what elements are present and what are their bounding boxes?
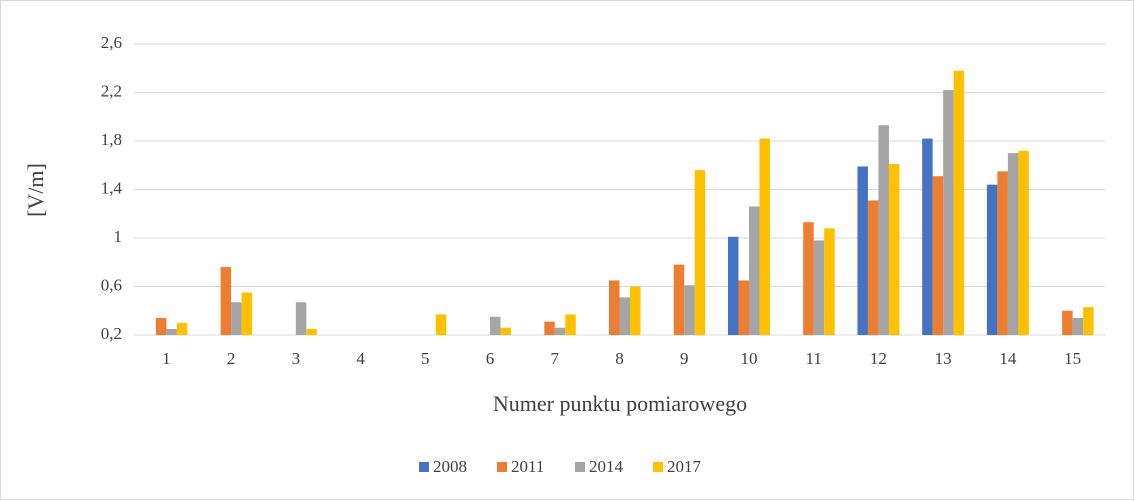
bar: [738, 280, 749, 335]
legend-label: 2008: [433, 457, 467, 476]
x-tick-label: 2: [227, 349, 236, 368]
bar: [684, 285, 695, 335]
x-tick-label: 8: [615, 349, 624, 368]
bar: [295, 302, 307, 335]
bar: [490, 316, 501, 335]
bar: [1062, 310, 1073, 335]
bar: [220, 267, 232, 335]
x-tick-label: 12: [870, 349, 887, 368]
bar: [241, 292, 253, 335]
bar: [953, 70, 965, 336]
x-tick-label: 9: [680, 349, 689, 368]
bar: [888, 164, 900, 335]
y-tick-label: 0,2: [101, 324, 122, 343]
bar: [673, 264, 685, 335]
bar: [748, 206, 760, 335]
bar: [435, 314, 447, 335]
bar: [824, 228, 835, 335]
legend-label: 2017: [667, 457, 702, 476]
bar: [986, 184, 998, 335]
legend-label: 2014: [589, 457, 624, 476]
legend-label: 2011: [511, 457, 544, 476]
bar: [759, 138, 770, 335]
legend-swatch: [575, 462, 585, 472]
legend-swatch: [497, 462, 507, 472]
y-tick-label: 1,4: [101, 178, 123, 197]
bar: [554, 327, 566, 335]
y-tick-label: 1: [114, 227, 123, 246]
bar: [630, 286, 641, 335]
x-tick-label: 15: [1064, 349, 1081, 368]
x-tick-label: 4: [356, 349, 365, 368]
x-tick-label: 13: [935, 349, 952, 368]
bar: [813, 240, 825, 335]
bar: [231, 302, 242, 335]
bar: [155, 318, 167, 335]
bar: [803, 222, 814, 335]
x-tick-label: 10: [740, 349, 757, 368]
x-tick-label: 3: [292, 349, 301, 368]
bar: [1007, 153, 1019, 335]
x-tick-label: 1: [162, 349, 171, 368]
y-tick-label: 0,6: [101, 275, 122, 294]
bar: [306, 328, 317, 335]
legend-swatch: [653, 462, 663, 472]
bar: [997, 171, 1008, 335]
x-tick-label: 6: [486, 349, 495, 368]
bar: [619, 297, 630, 335]
bar: [1072, 318, 1084, 335]
bar: [1083, 307, 1094, 335]
x-axis-label: Numer punktu pomiarowego: [493, 391, 747, 416]
legend-swatch: [419, 462, 429, 472]
bar: [727, 236, 739, 335]
bar: [1018, 150, 1029, 335]
x-tick-label: 14: [999, 349, 1017, 368]
bar: [565, 314, 576, 335]
bar: [878, 125, 889, 335]
x-tick-label: 5: [421, 349, 430, 368]
bar: [694, 170, 706, 335]
x-tick-label: 7: [551, 349, 560, 368]
bar: [609, 280, 620, 335]
bar: [500, 327, 512, 335]
bar: [176, 322, 188, 335]
x-tick-label: 11: [806, 349, 822, 368]
bar: [166, 328, 177, 335]
y-tick-label: 2,2: [101, 81, 122, 100]
y-tick-label: 1,8: [101, 130, 122, 149]
bar: [867, 200, 879, 335]
bar: [922, 138, 933, 335]
bar: [857, 166, 868, 335]
bar: [943, 90, 954, 335]
bar: [544, 321, 555, 335]
y-tick-label: 2,6: [101, 33, 122, 52]
bar: [932, 176, 944, 335]
y-axis-label: [V/m]: [23, 163, 48, 217]
